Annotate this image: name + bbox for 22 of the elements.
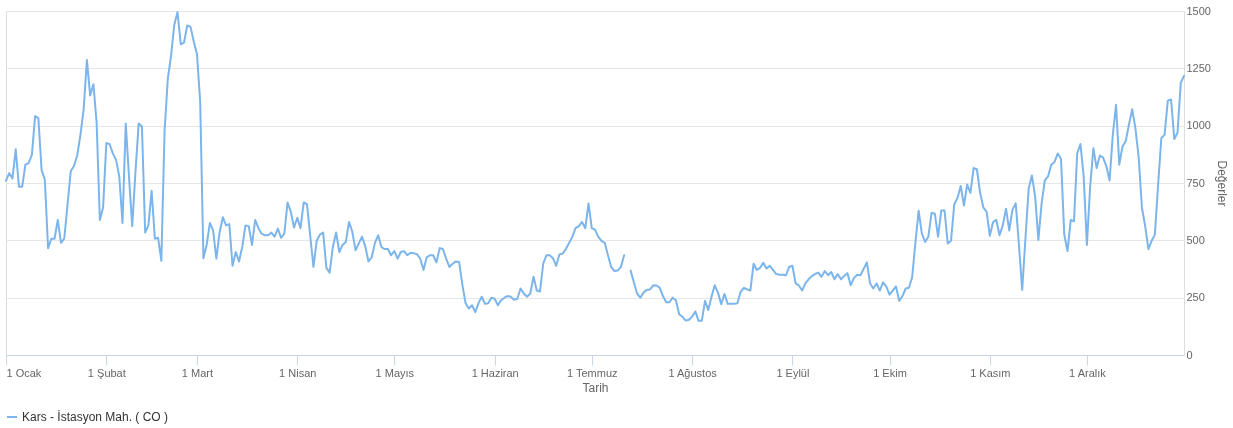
x-tick-label: 1 Ekim <box>873 366 907 379</box>
y-tick-label: 500 <box>1186 233 1205 246</box>
x-tick-label: 1 Aralık <box>1069 366 1107 379</box>
x-tick-label: 1 Eylül <box>776 366 810 379</box>
y-tick-label: 750 <box>1186 176 1205 189</box>
legend-label: Kars - İstasyon Mah. ( CO ) <box>22 410 169 424</box>
x-tick-label: 1 Mart <box>181 366 214 379</box>
y-tick-label: 250 <box>1186 291 1205 304</box>
y-tick-label: 1250 <box>1186 61 1211 74</box>
y-tick-label: 1500 <box>1186 4 1211 17</box>
x-tick-label: 1 Şubat <box>87 366 126 379</box>
x-axis-title: Tarih <box>582 380 609 395</box>
x-tick-label: 1 Ocak <box>6 366 42 379</box>
x-tick-label: 1 Temmuz <box>566 366 618 379</box>
y-axis-title: Değerler <box>1214 160 1229 207</box>
x-tick-label: 1 Ağustos <box>668 366 718 379</box>
x-tick-label: 1 Nisan <box>279 366 317 379</box>
y-tick-label: 0 <box>1186 348 1193 361</box>
y-tick-label: 1000 <box>1186 119 1211 132</box>
x-tick-label: 1 Kasım <box>970 366 1011 379</box>
x-tick-label: 1 Mayıs <box>375 366 415 379</box>
x-tick-label: 1 Haziran <box>471 366 519 379</box>
